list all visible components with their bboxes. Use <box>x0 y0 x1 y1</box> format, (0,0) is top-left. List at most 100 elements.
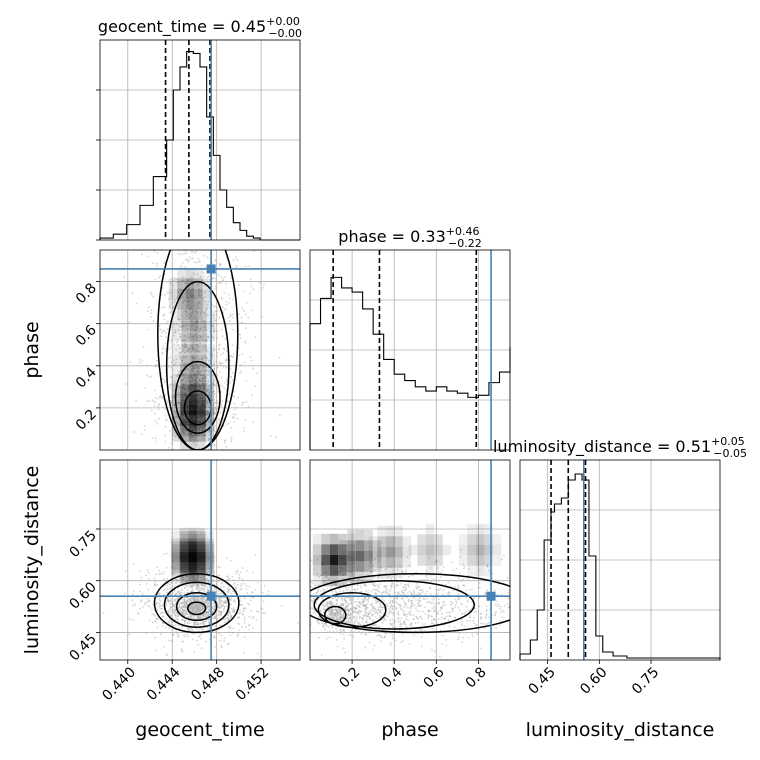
sample-point <box>221 335 224 338</box>
sample-point <box>207 412 209 414</box>
sample-point <box>158 593 161 596</box>
sample-point <box>221 400 224 403</box>
density-bin <box>197 575 207 587</box>
sample-point <box>195 199 197 201</box>
sample-point <box>147 577 150 580</box>
sample-point <box>343 612 345 615</box>
sample-point <box>170 504 172 506</box>
sample-point <box>192 355 195 358</box>
sample-point <box>231 344 234 347</box>
sample-point <box>331 626 334 629</box>
sample-point <box>213 365 216 367</box>
sample-point <box>262 591 264 594</box>
sample-point <box>350 616 352 618</box>
sample-point <box>203 398 206 400</box>
sample-point <box>141 253 143 256</box>
sample-point <box>172 359 175 361</box>
sample-point <box>207 367 210 369</box>
sample-point <box>354 611 357 614</box>
sample-point <box>139 570 142 573</box>
sample-point <box>255 372 258 375</box>
sample-point <box>213 216 215 218</box>
sample-point <box>159 461 161 463</box>
sample-point <box>317 588 320 591</box>
sample-point <box>399 565 401 568</box>
sample-point <box>217 606 220 609</box>
sample-point <box>376 618 378 620</box>
sample-point <box>182 357 185 359</box>
sample-point <box>243 651 245 654</box>
sample-point <box>346 609 349 611</box>
sample-point <box>178 627 181 630</box>
sample-point <box>189 433 192 435</box>
sample-point <box>171 443 174 445</box>
sample-point <box>322 611 325 613</box>
sample-point <box>315 602 317 604</box>
sample-point <box>221 322 224 325</box>
sample-point <box>176 388 179 391</box>
sample-point <box>228 382 231 385</box>
sample-point <box>227 293 230 296</box>
sample-point <box>380 640 382 643</box>
sample-point <box>229 523 231 525</box>
sample-point <box>146 569 149 572</box>
sample-point <box>175 466 177 468</box>
density-bin <box>188 420 198 432</box>
sample-point <box>169 620 172 622</box>
sample-point <box>223 440 226 442</box>
sample-point <box>197 337 199 339</box>
sample-point <box>372 620 374 623</box>
sample-point <box>197 289 200 292</box>
sample-point <box>221 582 223 584</box>
sample-point <box>460 602 462 605</box>
sample-point <box>192 583 195 586</box>
sample-point <box>185 603 188 606</box>
density-bin <box>197 441 206 450</box>
sample-point <box>182 431 185 434</box>
sample-point <box>179 424 182 427</box>
density-bin <box>197 384 206 396</box>
sample-point <box>183 187 185 189</box>
sample-point <box>342 629 345 632</box>
sample-point <box>217 417 220 420</box>
sample-point <box>207 275 210 278</box>
sample-point <box>180 380 183 383</box>
sample-point <box>264 605 266 607</box>
sample-point <box>201 584 203 587</box>
density-bin <box>185 288 195 300</box>
sample-point <box>336 645 339 648</box>
sample-point <box>197 350 200 353</box>
sample-point <box>177 468 179 470</box>
sample-point <box>202 275 205 278</box>
sample-point <box>462 636 465 639</box>
sample-point <box>435 612 438 615</box>
sample-point <box>204 357 207 359</box>
sample-point <box>228 611 231 614</box>
sample-point <box>336 614 338 617</box>
density-bin <box>180 394 189 405</box>
density-bin <box>197 399 206 411</box>
sample-point <box>250 309 253 312</box>
sample-point <box>184 464 186 466</box>
sample-point <box>364 609 366 612</box>
sample-point <box>140 576 143 579</box>
sample-point <box>215 382 218 385</box>
sample-point <box>154 420 157 423</box>
sample-point <box>206 454 208 456</box>
sample-point <box>216 609 219 612</box>
sample-point <box>364 633 367 635</box>
sample-point <box>128 633 131 636</box>
sample-point <box>218 513 220 515</box>
sample-point <box>518 602 520 604</box>
sample-point <box>201 462 203 464</box>
sample-point <box>347 612 350 615</box>
sample-point <box>199 588 202 591</box>
sample-point <box>356 604 358 607</box>
sample-point <box>177 406 180 409</box>
sample-point <box>234 601 237 603</box>
sample-point <box>415 571 417 574</box>
sample-point <box>213 571 215 574</box>
sample-point <box>252 627 254 629</box>
sample-point <box>171 565 173 568</box>
sample-point <box>329 603 332 606</box>
